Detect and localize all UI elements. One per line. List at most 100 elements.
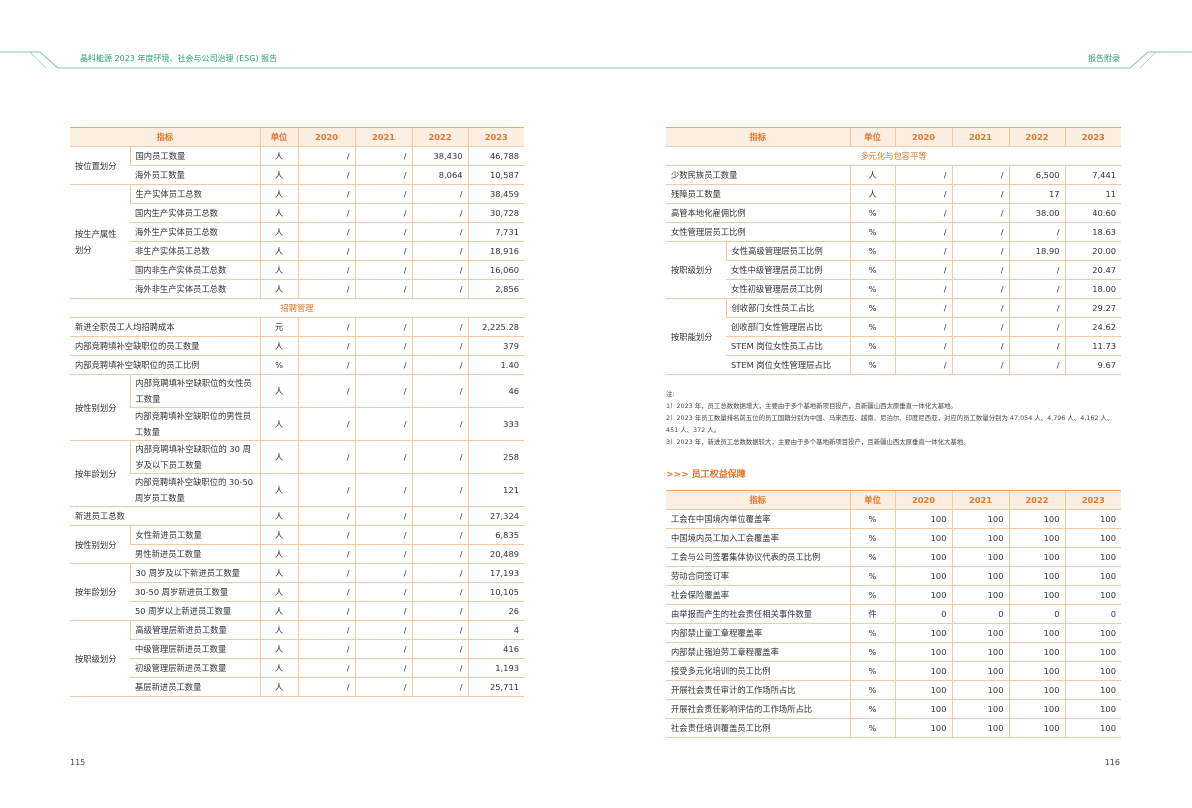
value-cell: 100 <box>1008 642 1065 662</box>
value-cell: / <box>894 203 953 223</box>
data-table: 指标 单位 2020 2021 2022 2023 按位置划分 国内员工数量人 //38,430… <box>70 127 525 697</box>
header-cell: 单位 <box>259 127 299 147</box>
data-row: 海外生产实体员工总数人 / //7,731 <box>70 222 525 242</box>
note-item: 1）2023 年，员工总数数据增大，主要由于多个基地新项目投产，且新疆山西太原垂… <box>666 402 957 410</box>
value-cell: / <box>354 317 413 337</box>
value-cell: 17,193 <box>467 563 525 583</box>
value-cell: 10,587 <box>467 165 525 185</box>
value-cell: 100 <box>1064 661 1121 681</box>
value-cell: 100 <box>894 509 952 529</box>
indicator-cell: 中级管理层新进员工数量 <box>130 639 261 659</box>
indicator-cell: 内部竞聘填补空缺职位的女性员工数量 <box>129 374 261 408</box>
value-cell: 100 <box>894 547 952 567</box>
value-cell: 24.62 <box>1064 317 1122 337</box>
value-cell: 100 <box>951 623 1009 643</box>
value-cell: / <box>894 298 953 318</box>
value-cell: / <box>354 222 413 242</box>
unit-cell: % <box>849 718 895 738</box>
header-cell: 2021 <box>951 127 1010 147</box>
data-row: 劳动合同签订率% 100 100 100 100 <box>666 566 1121 586</box>
value-cell: / <box>354 407 413 441</box>
value-cell: 1.40 <box>467 355 525 375</box>
table-body: 指标 单位 2020 2021 2022 2023 工会在中国境内单位覆盖率% 100 100 1… <box>666 490 1121 738</box>
data-row: 国内生产实体员工总数人 / //30,728 <box>70 203 525 223</box>
indicator-cell: 社会责任培训覆盖员工比例 <box>666 718 850 738</box>
value-cell: 30,728 <box>467 203 525 223</box>
value-cell: / <box>297 279 356 299</box>
value-cell: / <box>354 473 413 507</box>
value-cell: / <box>411 184 469 204</box>
unit-cell: % <box>849 623 895 643</box>
unit-cell: 人 <box>259 241 299 261</box>
header-cell: 2023 <box>467 127 525 147</box>
unit-cell: 元 <box>259 317 299 337</box>
data-row: 工会与公司签署集体协议代表的员工比例% 100 100 100 100 <box>666 547 1121 567</box>
value-cell: 100 <box>894 585 952 605</box>
value-cell: / <box>411 241 469 261</box>
indicator-cell: 生产实体员工总数 <box>129 184 261 204</box>
value-cell: / <box>411 260 469 280</box>
notes: 注: 1）2023 年，员工总数数据增大，主要由于多个基地新项目投产，且新疆山西… <box>666 388 1124 448</box>
indicator-cell: 女性中级管理层员工比例 <box>726 260 851 280</box>
value-cell: 379 <box>467 336 525 356</box>
indicator-cell: 海外非生产实体员工总数 <box>130 279 261 299</box>
value-cell: 100 <box>1064 718 1121 738</box>
value-cell: 416 <box>467 639 525 659</box>
value-cell: / <box>297 582 356 602</box>
group-cell: 按性别划分 <box>70 374 130 441</box>
value-cell: / <box>354 544 413 564</box>
section-cell: 多元化与包容平等 <box>666 146 1122 166</box>
value-cell: 46 <box>467 374 525 408</box>
value-cell: / <box>1008 260 1066 280</box>
value-cell: / <box>1008 336 1066 356</box>
unit-cell: 人 <box>259 677 299 697</box>
data-row: 内部禁止童工章程覆盖率% 100 100 100 100 <box>666 623 1121 643</box>
unit-cell: % <box>849 509 895 529</box>
indicator-cell: 高管本地化雇佣比例 <box>666 203 851 223</box>
value-cell: 100 <box>1064 585 1121 605</box>
value-cell: 100 <box>1008 566 1065 586</box>
notes-title: 注: <box>666 390 675 398</box>
data-row: 新进员工总数人 / //27,324 <box>70 506 525 526</box>
unit-cell: 人 <box>259 203 299 223</box>
value-cell: 16,060 <box>467 260 525 280</box>
value-cell: / <box>354 260 413 280</box>
data-row: 内部竞聘填补空缺职位的 30-50 周岁员工数量人 / //121 <box>70 473 525 507</box>
value-cell: 6,835 <box>467 525 525 545</box>
section-marker: >>> <box>666 470 689 480</box>
indicator-cell: 内部竞聘填补空缺职位的男性员工数量 <box>130 407 261 441</box>
header-cell: 2020 <box>297 127 356 147</box>
value-cell: / <box>894 355 953 375</box>
indicator-cell: 内部竞聘填补空缺职位的 30 周岁及以下员工数量 <box>129 440 261 474</box>
unit-cell: % <box>849 699 895 719</box>
page-number: 115 <box>70 758 86 767</box>
value-cell: 100 <box>951 680 1009 700</box>
value-cell: / <box>354 279 413 299</box>
indicator-cell: 海外生产实体员工总数 <box>130 222 261 242</box>
value-cell: 100 <box>951 566 1009 586</box>
indicator-cell: 内部禁止童工章程覆盖率 <box>666 623 850 643</box>
value-cell: 46,788 <box>467 146 525 166</box>
unit-cell: 人 <box>259 506 299 526</box>
value-cell: / <box>894 222 953 242</box>
value-cell: 100 <box>1064 547 1121 567</box>
unit-cell: % <box>849 355 896 375</box>
header-section: 报告附录 <box>1088 54 1120 63</box>
value-cell: 7,731 <box>467 222 525 242</box>
indicator-cell: 接受多元化培训的员工比例 <box>666 661 850 681</box>
value-cell: / <box>411 620 469 640</box>
value-cell: / <box>894 317 953 337</box>
header-row: 指标 单位 2020 2021 2022 2023 <box>666 490 1121 510</box>
value-cell: 20.00 <box>1064 241 1122 261</box>
data-row: 内部禁止强迫劳工章程覆盖率% 100 100 100 100 <box>666 642 1121 662</box>
value-cell: / <box>354 677 413 697</box>
indicator-cell: 内部竞聘填补空缺职位的员工比例 <box>70 355 261 375</box>
value-cell: 26 <box>467 601 525 621</box>
value-cell: / <box>354 582 413 602</box>
indicator-cell: 非生产实体员工总数 <box>130 241 261 261</box>
data-row: 接受多元化培训的员工比例% 100 100 100 100 <box>666 661 1121 681</box>
value-cell: 100 <box>1008 699 1065 719</box>
value-cell: 11.73 <box>1064 336 1122 356</box>
indicator-cell: 50 周岁以上新进员工数量 <box>130 601 261 621</box>
group-cell: 按性别划分 <box>70 525 130 564</box>
